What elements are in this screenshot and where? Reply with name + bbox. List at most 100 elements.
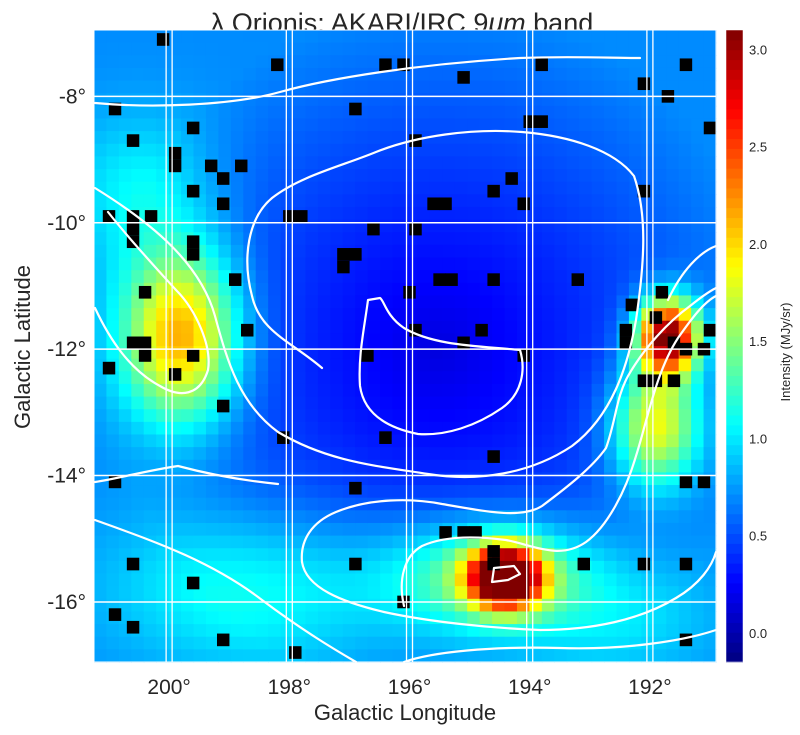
heatmap-cell <box>305 472 319 486</box>
heatmap-cell <box>317 485 331 499</box>
heatmap-cell <box>604 548 618 562</box>
heatmap-cell <box>492 80 506 94</box>
heatmap-cell <box>255 118 269 132</box>
heatmap-cell <box>541 30 555 44</box>
heatmap-cell <box>330 105 344 120</box>
masked-pixel <box>403 285 416 299</box>
heatmap-cell <box>504 67 518 82</box>
heatmap-cell <box>454 156 468 170</box>
heatmap-cell <box>243 636 257 650</box>
heatmap-cell <box>579 169 593 183</box>
heatmap-cell <box>94 485 108 499</box>
heatmap-cell <box>218 434 232 448</box>
colorbar-step <box>726 99 743 110</box>
heatmap-cell <box>653 447 667 461</box>
colorbar-step <box>726 425 743 436</box>
heatmap-cell <box>678 396 692 410</box>
heatmap-cell <box>479 93 493 107</box>
heatmap-cell <box>218 30 232 44</box>
heatmap-cell <box>230 320 244 334</box>
heatmap-cell <box>703 169 717 183</box>
heatmap-cell <box>628 270 642 284</box>
heatmap-cell <box>380 586 394 600</box>
masked-pixel <box>517 197 530 211</box>
masked-pixel <box>229 273 242 286</box>
heatmap-cell <box>454 308 468 322</box>
heatmap-cell <box>417 548 431 562</box>
heatmap-cell <box>405 169 419 183</box>
colorbar-step <box>726 257 743 268</box>
heatmap-cell <box>94 270 108 284</box>
heatmap-cell <box>429 459 443 473</box>
heatmap-cell <box>566 118 580 132</box>
heatmap-cell <box>492 308 506 322</box>
heatmap-cell <box>604 598 618 613</box>
heatmap-cell <box>691 383 705 398</box>
heatmap-cell <box>106 244 120 259</box>
heatmap-cell <box>131 105 145 120</box>
heatmap-cell <box>280 308 294 322</box>
heatmap-cell <box>405 409 419 423</box>
heatmap-cell <box>342 333 356 347</box>
heatmap-cell <box>691 586 705 600</box>
heatmap-cell <box>243 80 257 94</box>
heatmap-cell <box>467 472 481 486</box>
heatmap-cell <box>243 333 257 347</box>
heatmap-cell <box>205 636 219 650</box>
heatmap-cell <box>405 67 419 82</box>
colorbar-step <box>726 494 743 505</box>
heatmap-cell <box>417 295 431 309</box>
heatmap-cell <box>678 598 692 613</box>
heatmap-cell <box>193 156 207 170</box>
heatmap-cell <box>106 308 120 322</box>
heatmap-cell <box>703 181 717 195</box>
heatmap-cell <box>541 371 555 385</box>
heatmap-cell <box>454 383 468 398</box>
colorbar-tick-label: 2.0 <box>749 237 767 252</box>
heatmap-cell <box>330 485 344 499</box>
heatmap-cell <box>380 396 394 410</box>
heatmap-cell <box>181 396 195 410</box>
heatmap-cell <box>367 169 381 183</box>
heatmap-cell <box>143 409 157 423</box>
colorbar-step <box>726 30 743 41</box>
heatmap-cell <box>268 131 282 145</box>
heatmap-cell <box>131 257 145 271</box>
heatmap-cell <box>566 598 580 613</box>
heatmap-cell <box>131 371 145 385</box>
heatmap-cell <box>405 244 419 259</box>
heatmap-cell <box>467 649 481 663</box>
heatmap-cell <box>106 421 120 436</box>
heatmap-cell <box>516 624 530 638</box>
heatmap-cell <box>604 485 618 499</box>
heatmap-cell <box>641 434 655 448</box>
heatmap-cell <box>205 232 219 246</box>
heatmap-cell <box>243 560 257 575</box>
colorbar-step <box>726 454 743 465</box>
heatmap-cell <box>367 447 381 461</box>
heatmap-cell <box>417 206 431 221</box>
heatmap-cell <box>268 270 282 284</box>
heatmap-cell <box>653 434 667 448</box>
heatmap-cell <box>429 358 443 372</box>
heatmap-cell <box>330 219 344 233</box>
heatmap-cell <box>243 611 257 625</box>
heatmap-cell <box>604 80 618 94</box>
heatmap-cell <box>579 232 593 246</box>
heatmap-cell <box>305 459 319 473</box>
heatmap-cell <box>230 80 244 94</box>
heatmap-cell <box>230 611 244 625</box>
heatmap-cell <box>566 371 580 385</box>
heatmap-cell <box>529 232 543 246</box>
heatmap-cell <box>230 118 244 132</box>
heatmap-cell <box>305 485 319 499</box>
heatmap-cell <box>591 598 605 613</box>
heatmap-cell <box>541 560 555 575</box>
heatmap-cell <box>604 295 618 309</box>
heatmap-cell <box>305 586 319 600</box>
heatmap-cell <box>280 383 294 398</box>
heatmap-cell <box>554 219 568 233</box>
heatmap-cell <box>367 55 381 69</box>
heatmap-cell <box>143 232 157 246</box>
heatmap-cell <box>367 472 381 486</box>
